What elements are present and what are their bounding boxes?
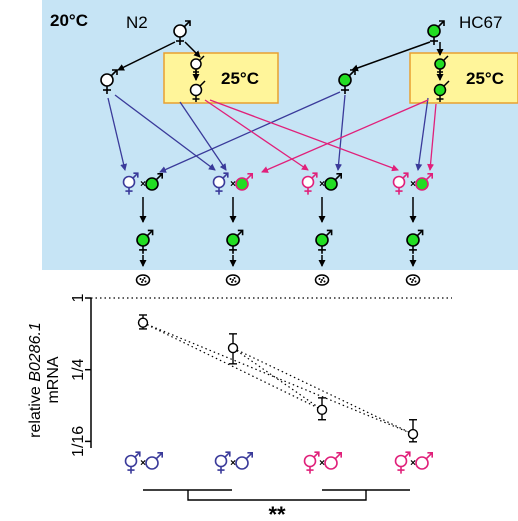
hermaphrodite-symbol-icon <box>212 172 229 195</box>
dotted-links <box>142 322 414 435</box>
data-point <box>227 333 239 365</box>
embryo-icon <box>135 274 151 286</box>
data-points <box>137 314 419 443</box>
cross-row: × × × × <box>122 172 433 195</box>
hermaphrodite-symbol-icon <box>190 55 205 75</box>
cross-sign: × <box>410 179 416 190</box>
male-symbol-icon <box>145 452 163 470</box>
embryo-icon <box>405 274 421 286</box>
male-symbol-icon <box>145 173 163 191</box>
significance-label: ** <box>268 502 286 521</box>
progeny-row <box>136 229 424 254</box>
blue-cross-arrows <box>107 91 429 173</box>
temperature-box-left: 25°C <box>163 52 279 104</box>
hermaphrodite-symbol-icon <box>122 172 139 195</box>
hermaphrodite-symbol-icon <box>392 172 409 195</box>
dotted-link <box>142 322 414 435</box>
significance-bracket <box>143 489 410 501</box>
cross-sign: × <box>319 179 325 190</box>
embryo-row <box>135 274 421 286</box>
hermaphrodite-symbol-icon <box>433 80 450 102</box>
strain-label-hc67: HC67 <box>459 13 502 32</box>
male-symbol-icon <box>324 173 342 191</box>
embryo-icon <box>314 274 330 286</box>
male-symbol-icon <box>324 452 342 470</box>
magenta-cross-arrows <box>204 99 437 173</box>
hermaphrodite-symbol-icon <box>338 69 356 94</box>
cross-sign: × <box>140 458 146 469</box>
hermaphrodite-symbol-icon <box>394 451 411 474</box>
y-tick-label: 1/4 <box>70 358 87 380</box>
data-point <box>316 397 328 421</box>
male-symbol-icon <box>415 452 433 470</box>
hermaphrodite-symbol-icon <box>315 229 333 254</box>
data-point <box>137 314 149 330</box>
crossing-scheme-panel: 20°C N2 HC67 25°C 25°C <box>42 0 518 286</box>
temperature-label-20c: 20°C <box>50 11 88 30</box>
hermaphrodite-symbol-icon <box>124 451 141 474</box>
hermaphrodite-symbol-icon <box>136 229 154 254</box>
progeny-arrows <box>139 197 417 267</box>
hermaphrodite-symbol-icon <box>301 172 318 195</box>
hermaphrodite-symbol-icon <box>434 55 449 75</box>
y-tick-label: 1 <box>70 293 87 302</box>
male-symbol-icon <box>235 173 253 191</box>
hermaphrodite-symbol-icon <box>189 80 206 102</box>
y-axis-label-line2: mRNA <box>45 356 62 403</box>
data-point <box>407 419 419 443</box>
temperature-box-right: 25°C <box>409 52 518 104</box>
x-axis-cross-icons: × × × × <box>124 451 433 474</box>
hermaphrodite-symbol-icon <box>303 451 320 474</box>
cross-sign: × <box>140 179 146 190</box>
dotted-link <box>142 322 323 411</box>
cross-sign: × <box>410 458 416 469</box>
male-symbol-icon <box>235 452 253 470</box>
cross-sign: × <box>319 458 325 469</box>
dotted-link <box>232 347 414 435</box>
y-axis-label-line1: relative B0286.1 <box>27 322 44 438</box>
hermaphrodite-symbol-icon <box>406 229 424 254</box>
y-axis: 1 1/4 1/16 <box>70 293 92 457</box>
hermaphrodite-symbol-icon <box>214 451 231 474</box>
hermaphrodite-symbol-icon <box>100 69 118 94</box>
expression-chart: relative B0286.1 mRNA 1 1/4 1/16 × × × × ** <box>27 293 452 521</box>
male-symbol-icon <box>415 173 433 191</box>
cross-sign: × <box>230 458 236 469</box>
cross-sign: × <box>230 179 236 190</box>
embryo-icon <box>225 274 241 286</box>
hermaphrodite-symbol-icon <box>226 229 244 254</box>
panel-background <box>42 0 518 270</box>
y-tick-label: 1/16 <box>70 426 87 457</box>
hermaphrodite-symbol-icon <box>173 20 191 45</box>
strain-label-n2: N2 <box>126 13 148 32</box>
hermaphrodite-symbol-icon <box>427 20 445 45</box>
temperature-label-25c-right: 25°C <box>466 69 504 88</box>
dotted-link <box>232 347 323 411</box>
temperature-label-25c-left: 25°C <box>221 69 259 88</box>
